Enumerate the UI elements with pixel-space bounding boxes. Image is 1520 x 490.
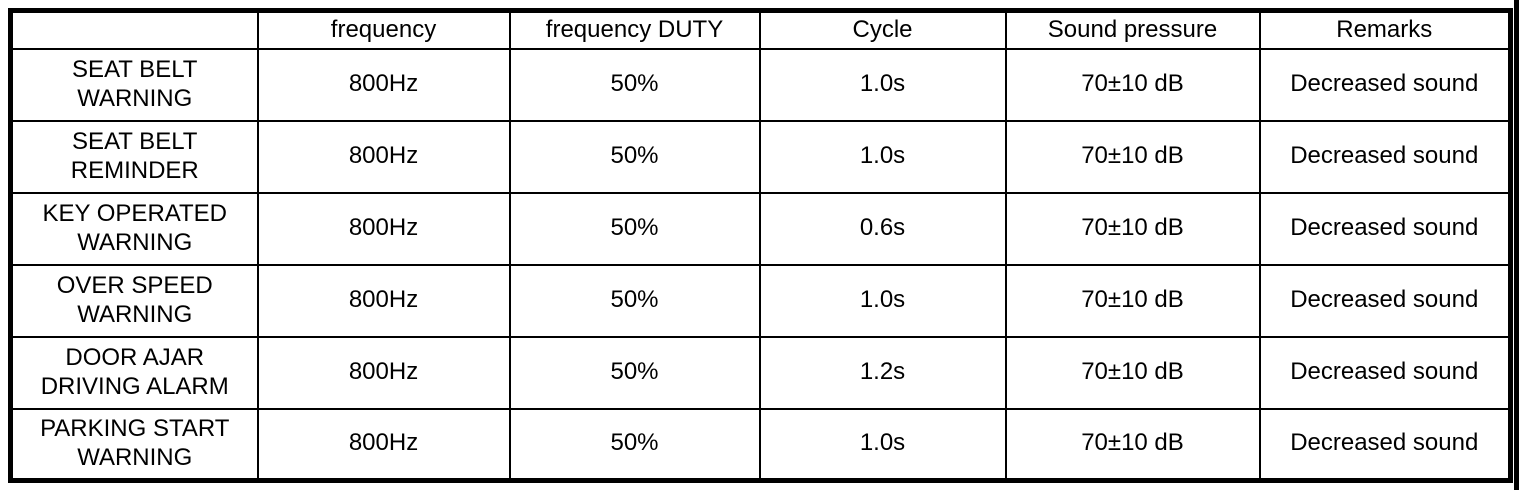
column-header-item — [9, 9, 259, 50]
cell-frequency-duty: 50% — [508, 263, 761, 338]
cell-remarks: Decreased sound — [1258, 47, 1512, 122]
cell-remarks: Decreased sound — [1258, 191, 1512, 266]
table-row: DOOR AJAR DRIVING ALARM 800Hz 50% 1.2s 7… — [9, 335, 1512, 410]
table-row: PARKING START WARNING 800Hz 50% 1.0s 70±… — [9, 407, 1512, 482]
row-label: DOOR AJAR DRIVING ALARM — [9, 335, 259, 410]
cell-cycle: 1.0s — [758, 263, 1007, 338]
cell-cycle: 1.0s — [758, 47, 1007, 122]
row-label: SEAT BELT REMINDER — [9, 119, 259, 194]
buzzer-spec-table: frequency frequency DUTY Cycle Sound pre… — [8, 8, 1513, 483]
cell-frequency: 800Hz — [256, 191, 511, 266]
cell-cycle: 1.0s — [758, 119, 1007, 194]
column-header-frequency-duty: frequency DUTY — [508, 9, 761, 50]
row-label: SEAT BELT WARNING — [9, 47, 259, 122]
row-label: PARKING START WARNING — [9, 407, 259, 482]
cell-remarks: Decreased sound — [1258, 263, 1512, 338]
cell-cycle: 0.6s — [758, 191, 1007, 266]
cell-sound-pressure: 70±10 dB — [1004, 191, 1261, 266]
cell-frequency: 800Hz — [256, 119, 511, 194]
cell-frequency: 800Hz — [256, 407, 511, 482]
column-header-remarks: Remarks — [1258, 9, 1512, 50]
table-row: KEY OPERATED WARNING 800Hz 50% 0.6s 70±1… — [9, 191, 1512, 266]
cell-frequency-duty: 50% — [508, 119, 761, 194]
cell-frequency: 800Hz — [256, 47, 511, 122]
cell-sound-pressure: 70±10 dB — [1004, 47, 1261, 122]
table-row: OVER SPEED WARNING 800Hz 50% 1.0s 70±10 … — [9, 263, 1512, 338]
cell-remarks: Decreased sound — [1258, 119, 1512, 194]
header-row: frequency frequency DUTY Cycle Sound pre… — [9, 9, 1512, 50]
cell-sound-pressure: 70±10 dB — [1004, 407, 1261, 482]
row-label: KEY OPERATED WARNING — [9, 191, 259, 266]
cell-frequency: 800Hz — [256, 335, 511, 410]
cell-sound-pressure: 70±10 dB — [1004, 119, 1261, 194]
cell-frequency-duty: 50% — [508, 191, 761, 266]
cell-frequency-duty: 50% — [508, 407, 761, 482]
cell-cycle: 1.2s — [758, 335, 1007, 410]
cell-frequency: 800Hz — [256, 263, 511, 338]
table-row: SEAT BELT REMINDER 800Hz 50% 1.0s 70±10 … — [9, 119, 1512, 194]
cell-frequency-duty: 50% — [508, 47, 761, 122]
row-label: OVER SPEED WARNING — [9, 263, 259, 338]
table-row: SEAT BELT WARNING 800Hz 50% 1.0s 70±10 d… — [9, 47, 1512, 122]
column-header-sound-pressure: Sound pressure — [1004, 9, 1261, 50]
column-header-frequency: frequency — [256, 9, 511, 50]
cell-cycle: 1.0s — [758, 407, 1007, 482]
cell-remarks: Decreased sound — [1258, 335, 1512, 410]
cell-sound-pressure: 70±10 dB — [1004, 335, 1261, 410]
cell-remarks: Decreased sound — [1258, 407, 1512, 482]
column-header-cycle: Cycle — [758, 9, 1007, 50]
cell-sound-pressure: 70±10 dB — [1004, 263, 1261, 338]
page-edge-line — [1514, 0, 1519, 490]
cell-frequency-duty: 50% — [508, 335, 761, 410]
